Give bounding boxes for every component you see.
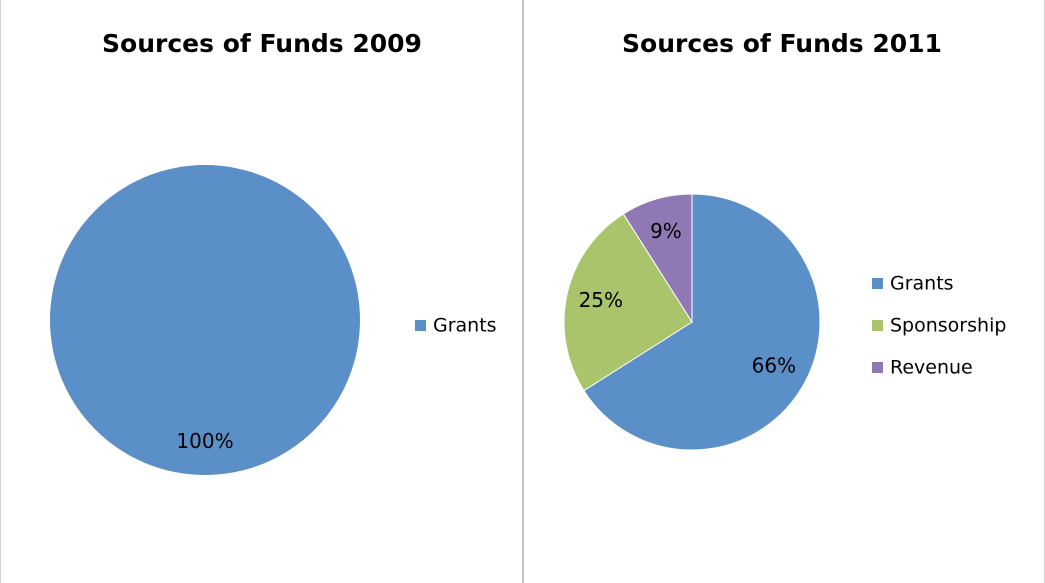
legend-swatch [415, 320, 426, 331]
pie-slice [622, 193, 693, 324]
chart-2011: Sources of Funds 2011 66% Grants 25% Sponsor… [563, 29, 1006, 451]
legend-swatch [872, 362, 883, 373]
chart-title: Sources of Funds 2009 [102, 29, 422, 58]
chart-title: Sources of Funds 2011 [622, 29, 942, 58]
legend-swatch [872, 278, 883, 289]
legend-label: Revenue [890, 357, 973, 379]
legend-label: Sponsorship [890, 315, 1006, 337]
data-label: 100% [176, 429, 233, 453]
pie-slice [50, 165, 360, 475]
legend-label: Grants [433, 315, 497, 337]
pie-slice [583, 193, 821, 451]
chart-2009: Sources of Funds 2009 100% Grants [50, 29, 497, 475]
legend-swatch [872, 320, 883, 331]
pie-slice [563, 213, 693, 392]
legend-label: Grants [890, 273, 954, 295]
data-label: 25% [579, 288, 623, 312]
data-label: 66% [752, 354, 796, 378]
data-label: 9% [650, 219, 682, 243]
